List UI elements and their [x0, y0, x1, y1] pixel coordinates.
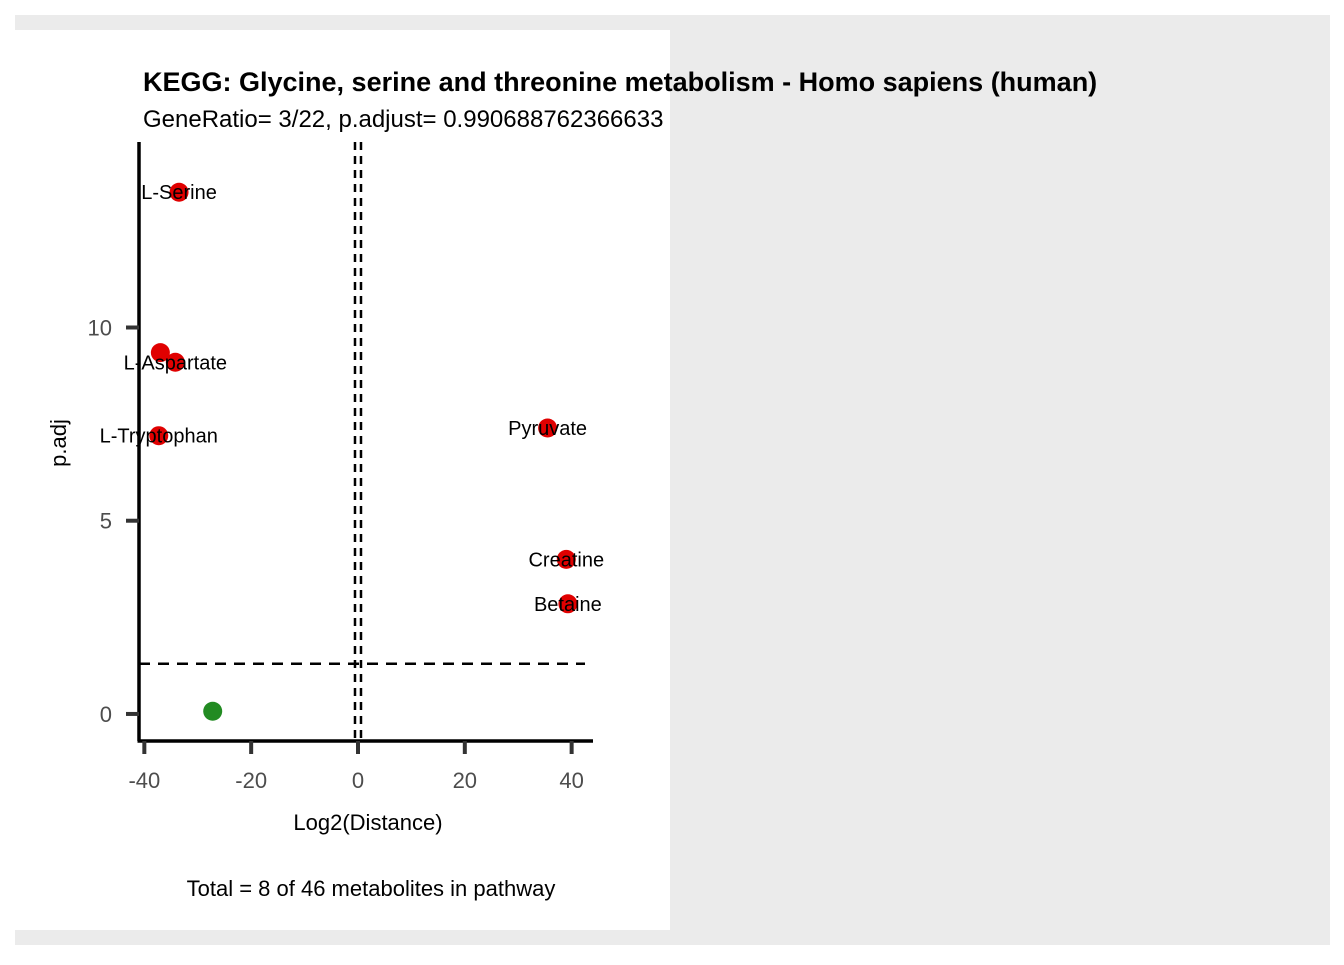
- significant-point: [150, 343, 170, 363]
- panel-background: [15, 30, 670, 930]
- y-axis-label: p.adj: [46, 419, 71, 467]
- significant-point: [165, 352, 185, 372]
- x-tick-label: -40: [128, 768, 160, 793]
- point-label: L-Tryptophan: [100, 426, 218, 448]
- y-tick-label: 5: [100, 509, 112, 534]
- chart-caption: Total = 8 of 46 metabolites in pathway: [187, 876, 556, 901]
- x-tick-label: 40: [559, 768, 583, 793]
- chart-subtitle: GeneRatio= 3/22, p.adjust= 0.99068876236…: [143, 106, 663, 133]
- point-label: L-Aspartate: [124, 352, 227, 374]
- significant-point: [149, 426, 169, 446]
- significant-point: [558, 594, 578, 614]
- significant-point: [169, 182, 189, 202]
- y-tick-label: 10: [88, 315, 112, 340]
- point-label: L-Serine: [141, 182, 217, 204]
- point-label: Betaine: [534, 594, 602, 616]
- point-label: Pyruvate: [508, 418, 587, 440]
- x-tick-label: 0: [352, 768, 364, 793]
- nonsignificant-point: [203, 701, 223, 721]
- y-tick-label: 0: [100, 702, 112, 727]
- x-axis-label: Log2(Distance): [293, 810, 442, 835]
- x-tick-label: 20: [453, 768, 477, 793]
- point-label: Creatine: [528, 549, 604, 571]
- significant-point: [538, 418, 558, 438]
- chart-title: KEGG: Glycine, serine and threonine meta…: [143, 67, 1097, 97]
- significant-point: [556, 549, 576, 569]
- x-tick-label: -20: [235, 768, 267, 793]
- plot-area: -40 -20 0 20 40 0 5 10 L-Serine L-Aspartate L-Tryp…: [88, 142, 604, 793]
